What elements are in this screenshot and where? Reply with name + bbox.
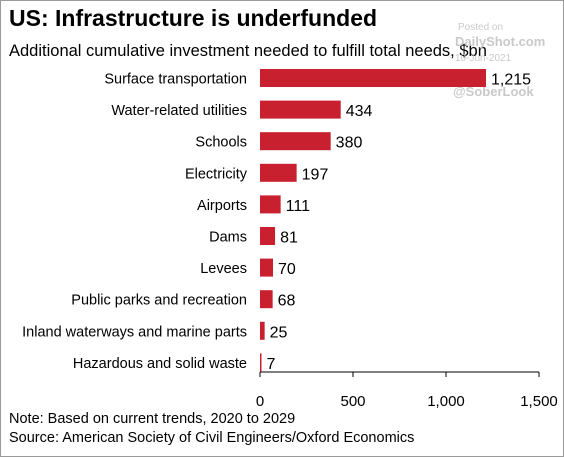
category-label: Water-related utilities <box>111 103 247 119</box>
category-label: Hazardous and solid waste <box>73 356 247 372</box>
source-note: Source: American Society of Civil Engine… <box>9 430 415 446</box>
bar <box>260 258 274 277</box>
value-label: 1,215 <box>491 72 531 89</box>
bar <box>260 227 276 245</box>
bar <box>260 69 486 87</box>
bar <box>260 100 341 119</box>
watermark-site: DailyShot.com <box>455 34 546 49</box>
bar <box>260 163 297 182</box>
category-label: Surface transportation <box>104 72 247 88</box>
x-tick-label: 1,500 <box>520 393 558 410</box>
x-tick-label: 1,000 <box>427 393 465 410</box>
bar <box>260 321 265 340</box>
value-label: 197 <box>302 166 329 183</box>
chart-title: US: Infrastructure is underfunded <box>9 5 378 31</box>
value-label: 68 <box>278 293 296 310</box>
category-label: Airports <box>197 198 247 214</box>
bar <box>260 353 262 372</box>
category-label: Electricity <box>185 166 248 182</box>
watermark-handle: @SoberLook <box>453 84 534 99</box>
watermark-posted: Posted on <box>458 22 504 33</box>
category-label: Schools <box>195 135 247 151</box>
value-label: 7 <box>267 356 276 373</box>
category-label: Public parks and recreation <box>71 293 247 309</box>
value-label: 70 <box>278 261 296 278</box>
watermark-date: 10-Jun-2021 <box>455 53 512 64</box>
value-label: 81 <box>280 230 298 247</box>
bar <box>260 195 281 214</box>
bar <box>260 132 331 151</box>
chart-subtitle: Additional cumulative investment needed … <box>9 42 487 60</box>
value-label: 111 <box>286 198 310 215</box>
category-label: Dams <box>209 230 247 246</box>
category-label: Levees <box>200 261 247 277</box>
x-tick-label: 0 <box>256 393 264 410</box>
value-label: 434 <box>346 103 373 120</box>
value-label: 380 <box>336 135 363 152</box>
category-label: Inland waterways and marine parts <box>22 324 247 340</box>
footnote: Note: Based on current trends, 2020 to 2… <box>9 411 296 427</box>
value-label: 25 <box>270 324 288 341</box>
x-tick-label: 500 <box>340 393 365 410</box>
bar <box>260 290 273 309</box>
